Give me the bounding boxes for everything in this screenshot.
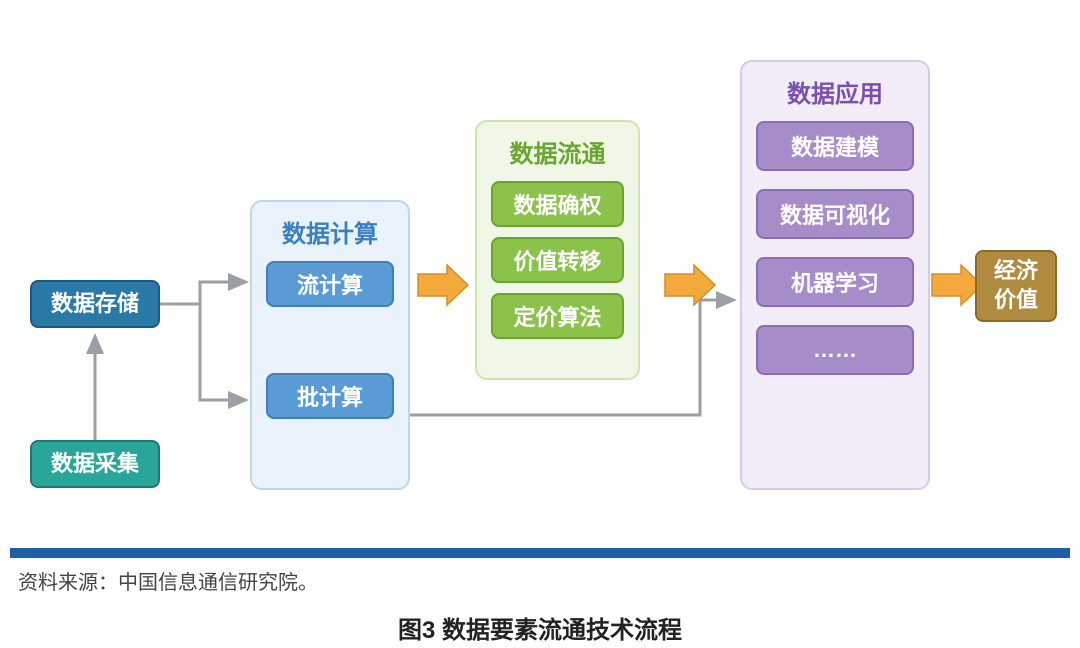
panel-item: 数据可视化 bbox=[756, 189, 914, 239]
node-label: 经济 价值 bbox=[994, 257, 1038, 314]
source-attribution: 资料来源：中国信息通信研究院。 bbox=[18, 566, 318, 595]
panel-item: 批计算 bbox=[266, 373, 394, 419]
source-text: 资料来源：中国信息通信研究院。 bbox=[18, 572, 318, 594]
panel-title: 数据计算 bbox=[282, 214, 378, 249]
panel-data-flow: 数据流通 数据确权价值转移定价算法 bbox=[475, 120, 640, 380]
panel-data-compute: 数据计算 流计算批计算 bbox=[250, 200, 410, 490]
node-label: 数据采集 bbox=[51, 450, 139, 479]
node-label: 数据存储 bbox=[51, 290, 139, 319]
panel-title: 数据流通 bbox=[510, 134, 606, 169]
node-economic-value: 经济 价值 bbox=[975, 250, 1057, 322]
divider-bar bbox=[10, 548, 1070, 558]
panel-data-application: 数据应用 数据建模数据可视化机器学习 …… bbox=[740, 60, 930, 490]
diagram-canvas: 数据存储 数据采集 经济 价值 数据计算 流计算批计算 数据流通 数据确权价值转… bbox=[0, 0, 1080, 540]
caption-text: 图3 数据要素流通技术流程 bbox=[398, 617, 682, 644]
panel-title: 数据应用 bbox=[787, 74, 883, 109]
figure-caption: 图3 数据要素流通技术流程 bbox=[0, 610, 1080, 645]
node-data-storage: 数据存储 bbox=[30, 280, 160, 328]
panel-item: 机器学习 bbox=[756, 257, 914, 307]
panel-item: 定价算法 bbox=[491, 293, 624, 339]
panel-item: 流计算 bbox=[266, 261, 394, 307]
node-data-collect: 数据采集 bbox=[30, 440, 160, 488]
panel-item: …… bbox=[756, 325, 914, 375]
panel-item: 价值转移 bbox=[491, 237, 624, 283]
panel-item: 数据建模 bbox=[756, 121, 914, 171]
panel-item: 数据确权 bbox=[491, 181, 624, 227]
